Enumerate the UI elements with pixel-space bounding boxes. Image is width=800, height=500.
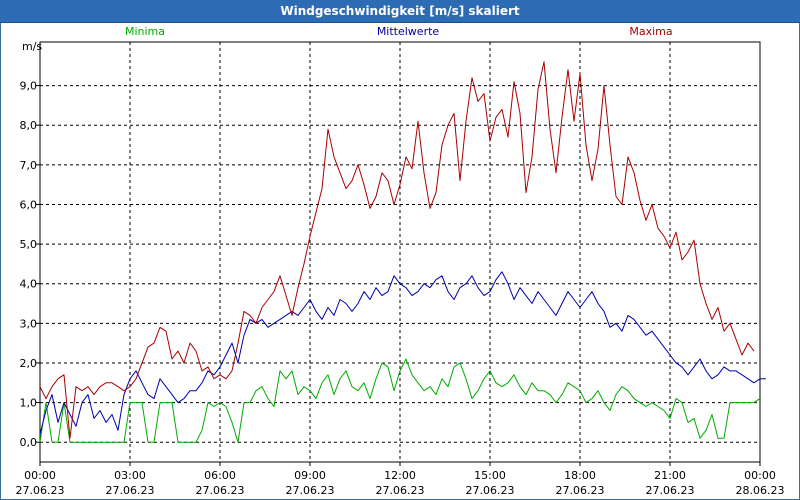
- legend-minima: Minima: [125, 25, 165, 38]
- legend-mittelwerte: Mittelwerte: [377, 25, 440, 38]
- x-tick-date: 27.06.23: [196, 484, 245, 497]
- series-line-maxima: [39, 61, 755, 439]
- grid: [36, 42, 761, 466]
- y-tick-label: 5,0: [20, 238, 38, 251]
- y-tick-label: 9,0: [20, 80, 38, 93]
- series-layer: [39, 61, 766, 443]
- series-line-mittelwerte: [39, 271, 766, 435]
- x-tick-time: 06:00: [204, 469, 236, 482]
- x-tick-time: 21:00: [654, 469, 686, 482]
- x-tick-date: 28.06.23: [736, 484, 785, 497]
- x-tick-date: 27.06.23: [556, 484, 605, 497]
- x-tick-time: 18:00: [564, 469, 596, 482]
- y-tick-label: 4,0: [20, 278, 38, 291]
- series-line-minima: [39, 358, 761, 443]
- y-tick-label: 3,0: [20, 317, 38, 330]
- y-tick-label: 6,0: [20, 198, 38, 211]
- x-tick-time: 00:00: [24, 469, 56, 482]
- y-tick-label: 1,0: [20, 397, 38, 410]
- chart-title: Windgeschwindigkeit [m/s] skaliert: [280, 4, 520, 18]
- x-tick-date: 27.06.23: [16, 484, 65, 497]
- x-tick-time: 03:00: [114, 469, 146, 482]
- x-tick-date: 27.06.23: [466, 484, 515, 497]
- y-tick-label: 7,0: [20, 159, 38, 172]
- y-axis-label: m/s: [22, 40, 42, 53]
- legend-maxima: Maxima: [629, 25, 672, 38]
- title-bar: [0, 0, 800, 23]
- x-tick-time: 12:00: [384, 469, 416, 482]
- y-tick-label: 0,0: [20, 436, 38, 449]
- y-tick-label: 2,0: [20, 357, 38, 370]
- x-tick-time: 15:00: [474, 469, 506, 482]
- tick-labels: 0,0 1,0 2,0 3,0 4,0 5,0 6,0 7,0 8,0 9,0 00:00 27.06…: [16, 80, 785, 497]
- x-tick-time: 00:00: [744, 469, 776, 482]
- x-tick-date: 27.06.23: [376, 484, 425, 497]
- x-tick-date: 27.06.23: [286, 484, 335, 497]
- y-tick-label: 8,0: [20, 119, 38, 132]
- x-tick-date: 27.06.23: [646, 484, 695, 497]
- x-tick-date: 27.06.23: [106, 484, 155, 497]
- x-tick-time: 09:00: [294, 469, 326, 482]
